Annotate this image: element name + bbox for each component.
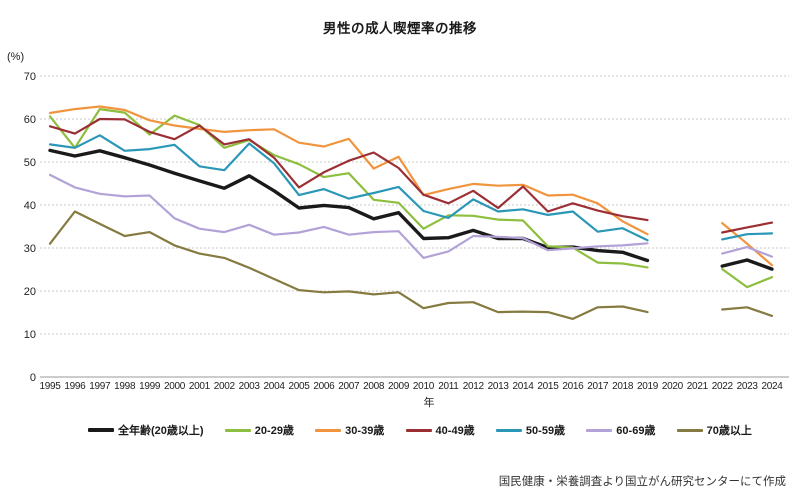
x-tick-label: 2013: [488, 381, 510, 392]
x-tick-label: 2012: [463, 381, 485, 392]
legend-label: 60-69歳: [616, 425, 656, 437]
series-line: [721, 232, 774, 241]
legend-item: 60-69歳: [586, 422, 655, 438]
legend-swatch: [224, 428, 251, 432]
x-tick-label: 1996: [64, 381, 86, 392]
y-tick-label: 70: [24, 71, 36, 83]
x-tick-label: 2018: [612, 381, 634, 392]
x-tick-label: 2014: [513, 381, 535, 392]
x-tick-label: 2001: [189, 381, 211, 392]
x-tick-label: 2011: [438, 381, 459, 392]
chart-title: 男性の成人喫煙率の推移: [323, 21, 477, 36]
x-tick-label: 2015: [537, 381, 559, 392]
x-tick-label: 1995: [39, 381, 61, 392]
x-tick-label: 2024: [761, 381, 783, 392]
x-tick-label: 2007: [338, 381, 360, 392]
y-tick-label: 40: [24, 200, 36, 212]
x-tick-label: 2008: [363, 381, 385, 392]
series-line: [721, 246, 774, 258]
legend-label: 50-59歳: [525, 425, 566, 437]
legend-swatch: [405, 428, 432, 432]
x-tick-label: 2003: [239, 381, 261, 392]
y-tick-label: 10: [24, 329, 36, 341]
series-line: [48, 134, 649, 242]
legend-label: 全年齢(20歳以上): [118, 425, 204, 437]
series-line: [48, 173, 649, 259]
legend-item: 40-49歳: [405, 422, 475, 438]
y-axis-unit-label: (%): [7, 51, 25, 63]
legend-item: 70歳以上: [676, 422, 752, 438]
x-tick-label: 2002: [214, 381, 236, 392]
x-tick-label: 1998: [114, 381, 136, 392]
series-line: [720, 258, 774, 271]
legend-item: 全年齢(20歳以上): [88, 422, 204, 438]
y-tick-label: 50: [24, 157, 36, 169]
series-line: [48, 117, 649, 222]
y-tick-label: 0: [30, 372, 36, 384]
x-tick-label: 2019: [637, 381, 659, 392]
x-tick-label: 2022: [712, 381, 734, 392]
source-attribution: 国民健康・栄養調査より国立がん研究センターにて作成: [498, 476, 786, 488]
x-axis-label: 年: [423, 397, 435, 409]
series-line: [721, 268, 774, 289]
y-tick-label: 30: [24, 243, 36, 255]
x-tick-label: 2006: [313, 381, 335, 392]
series-line: [48, 210, 649, 320]
series-line: [48, 107, 649, 269]
x-tick-label: 2000: [164, 381, 186, 392]
legend-item: 20-29歳: [224, 422, 294, 438]
x-tick-label: 2009: [388, 381, 410, 392]
y-tick-label: 20: [24, 286, 36, 298]
legend-swatch: [586, 428, 613, 432]
x-tick-label: 1997: [89, 381, 111, 392]
x-tick-label: 1999: [139, 381, 161, 392]
legend-swatch: [495, 428, 522, 432]
legend-item: 30-39歳: [315, 422, 384, 438]
legend-label: 20-29歳: [254, 425, 294, 437]
x-tick-label: 2004: [264, 381, 286, 392]
legend-swatch: [88, 428, 114, 432]
series-line: [48, 105, 649, 236]
x-tick-label: 2016: [562, 381, 584, 392]
legend-swatch: [676, 428, 703, 432]
y-tick-label: 60: [24, 114, 36, 126]
legend-label: 70歳以上: [706, 425, 752, 437]
legend: 全年齢(20歳以上) 20-29歳 30-39歳 40-49歳 50-59歳 60-69歳…: [88, 421, 752, 439]
legend-swatch: [315, 428, 342, 432]
series-line: [721, 306, 774, 317]
legend-item: 50-59歳: [495, 422, 566, 438]
series-line: [721, 221, 774, 234]
x-tick-label: 2023: [737, 381, 759, 392]
series-line: [48, 148, 650, 263]
x-tick-label: 2017: [587, 381, 609, 392]
x-tick-label: 2021: [687, 381, 709, 392]
x-tick-label: 2010: [413, 381, 435, 392]
legend-label: 40-49歳: [435, 425, 475, 437]
x-tick-label: 2005: [288, 381, 310, 392]
x-tick-label: 2020: [662, 381, 684, 392]
legend-label: 30-39歳: [345, 425, 385, 437]
